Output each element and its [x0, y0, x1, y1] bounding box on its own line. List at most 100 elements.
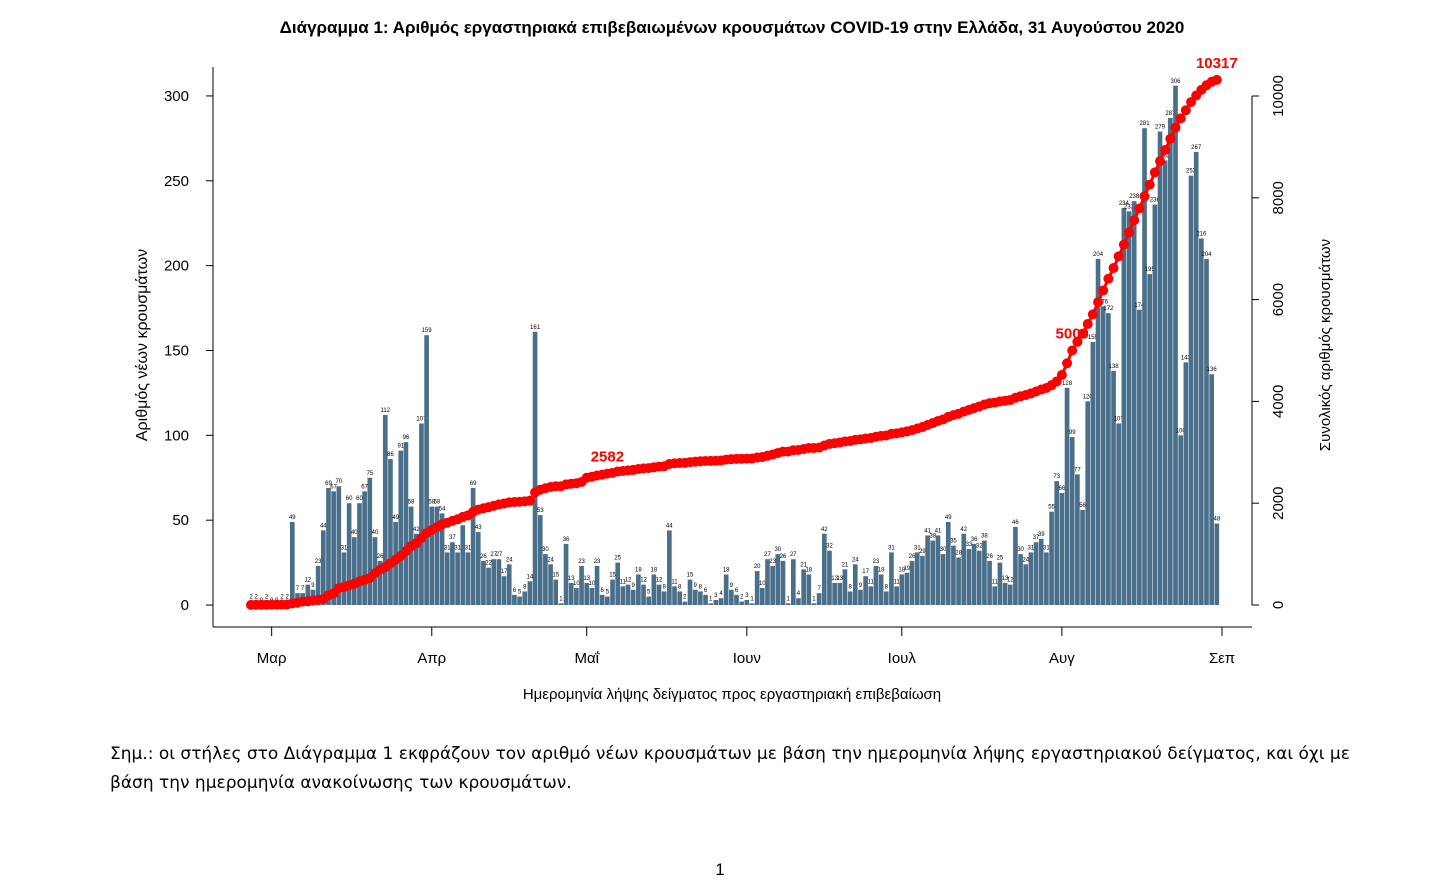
- bar: [444, 552, 450, 606]
- bar: [1204, 258, 1209, 606]
- bar-label: 38: [981, 534, 988, 540]
- bar-label: 39: [1038, 532, 1045, 538]
- bar: [1106, 313, 1111, 606]
- bar-label: 67: [330, 484, 337, 490]
- bar: [517, 596, 522, 606]
- bar: [1147, 274, 1153, 606]
- bar: [754, 571, 760, 606]
- bar: [1075, 474, 1080, 606]
- bar-label: 11: [868, 579, 875, 585]
- bar: [651, 574, 657, 606]
- bar-label: 69: [470, 481, 477, 487]
- bar-label: 3: [745, 593, 749, 599]
- bar-label: 36: [971, 537, 978, 543]
- bar: [1069, 437, 1075, 606]
- bar: [579, 566, 584, 606]
- bar-label: 13: [568, 576, 575, 582]
- cumulative-point: [1113, 251, 1124, 262]
- bar: [723, 574, 729, 606]
- bar: [878, 574, 884, 606]
- cumulative-point: [1087, 309, 1098, 320]
- bar: [1137, 309, 1142, 606]
- y-axis-title: Αριθμός νέων κρουσμάτων: [134, 249, 151, 441]
- bar-label: 32: [976, 544, 983, 550]
- bar-label: 67: [361, 484, 368, 490]
- bar-label: 2: [280, 595, 284, 601]
- cumulative-point: [1108, 263, 1119, 274]
- bar-label: 18: [878, 567, 885, 573]
- bar: [486, 567, 491, 606]
- bar-label: 9: [311, 583, 315, 589]
- bar: [589, 588, 595, 606]
- bar: [1162, 160, 1168, 606]
- bar-label: 138: [1109, 364, 1120, 370]
- bar-label: 18: [805, 567, 812, 573]
- bar-label: 58: [408, 500, 415, 506]
- bar: [1038, 538, 1044, 606]
- cumulative-point: [1134, 203, 1145, 214]
- bar: [403, 442, 409, 606]
- bar-label: 24: [547, 557, 554, 563]
- bar: [1085, 401, 1091, 606]
- y-tick-label: 0: [181, 597, 189, 614]
- y-tick-label: 200: [164, 258, 189, 275]
- bar: [1023, 564, 1029, 606]
- bar-label: 24: [506, 557, 513, 563]
- cumulative-point: [1149, 167, 1160, 178]
- bar-label: 44: [320, 523, 327, 529]
- x-tick-label: Ιουλ: [888, 650, 917, 667]
- x-tick-label: Σεπ: [1209, 650, 1235, 667]
- bar-label: 86: [387, 452, 394, 458]
- bar: [703, 594, 708, 606]
- bar-label: 10: [759, 581, 766, 587]
- bar-label: 49: [392, 515, 399, 521]
- bar: [894, 586, 899, 606]
- bar: [930, 540, 936, 606]
- bar: [413, 533, 419, 606]
- bar-label: 287: [1165, 111, 1176, 117]
- bar-label: 73: [1053, 474, 1060, 480]
- bar: [625, 584, 631, 606]
- bar: [1157, 131, 1163, 606]
- bar-label: 3: [714, 593, 718, 599]
- bar: [584, 582, 590, 606]
- bar: [749, 603, 755, 606]
- bar: [842, 569, 848, 606]
- bar: [920, 555, 925, 606]
- bar-label: 174: [1134, 303, 1145, 309]
- bar-label: 6: [704, 588, 708, 594]
- bar-label: 100: [1176, 428, 1187, 434]
- bar-label: 28: [955, 551, 962, 557]
- bar: [1111, 370, 1116, 606]
- bar-label: 155: [1088, 335, 1099, 341]
- bar-label: 136: [1207, 367, 1218, 373]
- bar-label: 26: [780, 554, 787, 560]
- bar: [1044, 552, 1049, 606]
- bar-label: 30: [940, 547, 947, 553]
- bar-label: 33: [966, 542, 973, 548]
- bar-label: 24: [852, 557, 859, 563]
- bar: [620, 586, 626, 606]
- bar: [687, 579, 693, 606]
- bar-label: 8: [885, 584, 889, 590]
- bar: [708, 603, 713, 606]
- bar: [945, 521, 951, 606]
- bar-label: 58: [428, 500, 435, 506]
- cumulative-point: [1160, 144, 1171, 155]
- bar-label: 31: [341, 545, 348, 551]
- bar-label: 8: [523, 584, 527, 590]
- bar: [821, 533, 827, 606]
- bar: [599, 594, 605, 606]
- bar-label: 41: [935, 528, 942, 534]
- x-axis-title: Ημερομηνία λήψης δείγματος προς εργαστηρ…: [523, 686, 941, 703]
- bar: [935, 535, 941, 606]
- bar-label: 18: [651, 567, 658, 573]
- bar: [889, 552, 894, 606]
- bar: [1049, 511, 1054, 606]
- bar-label: 75: [366, 471, 373, 477]
- bar-label: 8: [663, 584, 667, 590]
- bar-label: 26: [377, 554, 384, 560]
- bar: [1090, 342, 1096, 606]
- bar-label: 5: [606, 590, 610, 596]
